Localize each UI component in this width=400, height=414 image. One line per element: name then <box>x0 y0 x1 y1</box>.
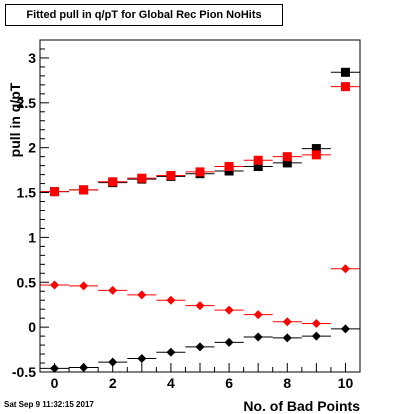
y-tick-label: 1 <box>28 229 36 245</box>
data-point-diamond <box>137 290 147 300</box>
y-tick-label: 1.5 <box>17 185 37 201</box>
axis-ticks <box>39 39 361 373</box>
data-point-diamond <box>340 324 350 334</box>
tick-labels: 0 2 4 6 8 10 -0.5 0 0.5 1 1.5 2 2.5 3 <box>12 50 354 391</box>
y-tick-label: 2 <box>28 140 36 156</box>
x-tick-label: 6 <box>225 375 233 391</box>
data-point-square <box>311 150 321 160</box>
y-tick-label: 0 <box>28 319 36 335</box>
y-tick-label: 0.5 <box>17 274 37 290</box>
data-point-diamond <box>282 333 292 343</box>
y-tick-label: -0.5 <box>12 364 36 380</box>
data-point-diamond <box>311 331 321 341</box>
y-tick-label: 3 <box>28 50 36 66</box>
x-tick-label: 8 <box>283 375 291 391</box>
x-tick-label: 0 <box>51 375 59 391</box>
data-point-square <box>79 185 89 195</box>
data-point-square <box>253 155 263 165</box>
data-point-diamond <box>166 347 176 357</box>
data-point-diamond <box>195 342 205 352</box>
date-stamp: Sat Sep 9 11:32:15 2017 <box>4 400 94 409</box>
data-point-diamond <box>253 310 263 320</box>
y-axis-title: pull in q/pT <box>7 82 23 157</box>
data-point-square <box>108 177 118 187</box>
x-axis-title: No. of Bad Points <box>243 398 360 414</box>
data-point-diamond <box>79 281 89 291</box>
data-point-square <box>195 167 205 177</box>
data-point-diamond <box>224 337 234 347</box>
plot-frame-rect <box>39 39 361 373</box>
data-point-square <box>282 158 292 168</box>
y-tick-label: 2.5 <box>17 95 37 111</box>
data-point-square <box>340 82 350 92</box>
data-point-square <box>253 162 263 172</box>
data-point-square <box>137 173 147 183</box>
data-points <box>40 67 360 373</box>
data-point-diamond <box>137 354 147 364</box>
data-point-diamond <box>311 319 321 329</box>
data-point-square <box>166 170 176 180</box>
data-point-diamond <box>108 357 118 367</box>
data-point-square <box>340 67 350 77</box>
data-point-diamond <box>166 295 176 305</box>
x-tick-label: 4 <box>167 375 175 391</box>
data-point-diamond <box>195 301 205 311</box>
x-tick-label: 2 <box>109 375 117 391</box>
x-tick-label: 10 <box>338 375 354 391</box>
data-point-diamond <box>224 305 234 315</box>
data-point-diamond <box>253 332 263 342</box>
data-point-square <box>282 152 292 162</box>
plot-frame <box>39 39 361 373</box>
data-point-square <box>311 144 321 154</box>
data-point-diamond <box>340 264 350 274</box>
data-point-square <box>224 162 234 172</box>
chart-title: Fitted pull in q/pT for Global Rec Pion … <box>5 4 283 26</box>
data-point-diamond <box>108 285 118 295</box>
data-point-diamond <box>50 280 60 290</box>
data-point-diamond <box>282 317 292 327</box>
data-point-square <box>50 187 60 197</box>
